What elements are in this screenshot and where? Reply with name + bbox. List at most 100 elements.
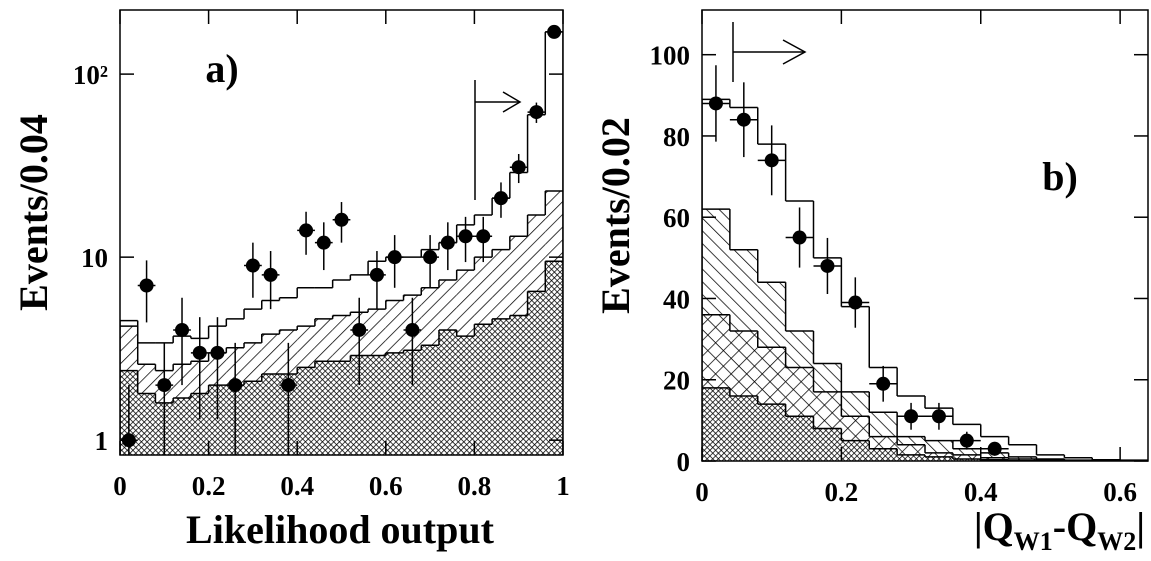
data-point (987, 441, 1002, 456)
x-axis-label: |QW1-QW2| (974, 504, 1145, 556)
data-point (736, 112, 751, 127)
x-tick-label: 0.6 (369, 471, 403, 501)
data-point (157, 378, 172, 393)
histogram-bin (297, 367, 315, 455)
histogram-bin (545, 261, 563, 455)
y-tick-label: 60 (663, 203, 690, 233)
histogram-bin (385, 352, 404, 455)
x-tick-label: 0.4 (964, 477, 998, 507)
x-axis-label-part: W1 (1014, 527, 1053, 556)
histogram-bin (332, 361, 351, 455)
histogram-bin (785, 416, 814, 461)
histogram-bin (368, 355, 386, 455)
data-point (352, 322, 367, 337)
x-axis-label-part: -Q (1053, 504, 1097, 549)
x-tick-label: 1 (556, 471, 570, 501)
data-point (281, 378, 296, 393)
y-tick-label: 1 (95, 426, 109, 456)
data-point (511, 160, 526, 175)
data-point (210, 345, 225, 360)
histogram-bin (314, 361, 333, 455)
y-axis-label: Events/0.02 (593, 117, 638, 314)
histogram-bin (421, 345, 439, 455)
data-point (192, 345, 207, 360)
data-point (228, 378, 243, 393)
data-point (423, 250, 438, 265)
data-point (369, 267, 384, 282)
x-tick-label: 0.8 (458, 471, 492, 501)
histogram-bin (952, 458, 981, 461)
histogram-bin (841, 440, 870, 461)
data-point (334, 212, 349, 227)
histogram-bin (261, 373, 280, 455)
x-axis-label-part: |Q (974, 504, 1014, 549)
histogram-bin (509, 315, 528, 455)
histogram-bin (208, 385, 227, 455)
data-point (547, 24, 562, 39)
histogram-bin (456, 336, 475, 455)
histogram-bin (173, 398, 191, 455)
histogram-bin (925, 456, 953, 461)
x-tick-label: 0.4 (280, 471, 314, 501)
plot-frame (119, 9, 564, 456)
histogram-bin (137, 393, 156, 455)
plot-area (702, 65, 1148, 461)
data-point (904, 409, 919, 424)
data-point (529, 105, 544, 120)
histogram-bin (492, 318, 510, 455)
histogram-bin (757, 404, 786, 461)
histogram-bin (813, 428, 842, 461)
y-tick-label: 40 (663, 284, 690, 314)
annotation: a) (205, 46, 238, 91)
data-point (440, 235, 455, 250)
annotation: b) (1042, 154, 1078, 199)
x-axis-label: Likelihood output (186, 507, 495, 552)
histogram-bin (350, 355, 369, 455)
plot-area (120, 26, 563, 455)
histogram-bin (952, 454, 981, 461)
data-point (764, 153, 779, 168)
y-tick-label: 20 (663, 366, 690, 396)
data-point (405, 322, 420, 337)
x-tick-label: 0 (113, 471, 127, 501)
data-point (263, 267, 278, 282)
histogram-bin (438, 329, 457, 455)
x-tick-label: 0 (695, 477, 709, 507)
histogram-bin (474, 324, 493, 455)
histogram-bin (244, 381, 262, 455)
y-tick-label: 100 (650, 41, 691, 71)
histogram-bin (527, 291, 546, 455)
cut-arrow (474, 22, 807, 200)
y-tick-label: 10² (73, 60, 108, 90)
data-point (299, 223, 314, 238)
histogram-bin (869, 448, 898, 461)
plot-frame (701, 9, 1149, 462)
x-tick-label: 0.6 (1103, 477, 1137, 507)
data-point (316, 235, 331, 250)
histogram-bin (729, 395, 758, 461)
data-point (848, 295, 863, 310)
histogram-bin (403, 350, 422, 455)
data-point (245, 258, 260, 273)
histogram-bin (980, 452, 1009, 461)
y-tick-label: 10 (81, 243, 108, 273)
histogram-bin (897, 454, 925, 461)
data-point (458, 229, 473, 244)
data-point (708, 96, 723, 111)
data-point (792, 230, 807, 245)
histogram-bin (702, 387, 730, 461)
x-tick-label: 0.2 (825, 477, 859, 507)
data-point (175, 322, 190, 337)
y-tick-label: 80 (663, 122, 690, 152)
data-point (959, 433, 974, 448)
y-tick-label: 0 (677, 447, 691, 477)
data-point (387, 250, 402, 265)
data-point (476, 229, 491, 244)
data-point (876, 376, 891, 391)
data-point (139, 278, 154, 293)
y-axis-label: Events/0.04 (11, 114, 56, 311)
x-axis-label-part: W2 (1097, 527, 1136, 556)
data-point (931, 409, 946, 424)
x-axis-label-part: | (1136, 504, 1145, 549)
